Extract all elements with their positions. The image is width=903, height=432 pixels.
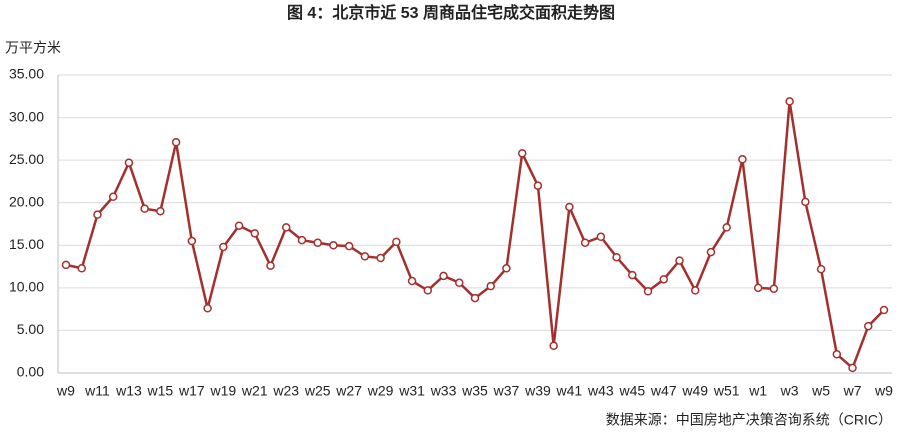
x-tick-label: w11	[84, 383, 110, 399]
marker	[753, 283, 763, 293]
marker	[596, 232, 606, 242]
marker	[77, 264, 86, 273]
x-tick-label: w17	[178, 383, 205, 399]
marker	[580, 238, 590, 247]
marker	[156, 206, 165, 216]
marker	[266, 261, 275, 270]
x-tick-label: w33	[430, 383, 457, 399]
marker	[659, 275, 669, 284]
marker	[61, 260, 71, 270]
y-tick-label: 0.00	[17, 364, 44, 380]
x-tick-label: w23	[272, 383, 299, 399]
y-tick-label: 25.00	[9, 151, 44, 167]
marker	[329, 241, 338, 250]
x-tick-label: w49	[681, 383, 708, 399]
marker	[187, 236, 197, 246]
line	[65, 100, 885, 370]
marker	[470, 293, 480, 303]
marker	[486, 281, 495, 291]
marker	[533, 181, 543, 190]
marker	[502, 264, 511, 273]
marker	[392, 237, 401, 247]
y-tick-label: 35.00	[9, 66, 44, 82]
marker	[879, 305, 889, 315]
x-tick-label: w45	[618, 383, 645, 399]
marker	[423, 286, 433, 295]
marker	[439, 271, 448, 281]
x-tick-label: w9	[56, 383, 75, 399]
marker	[722, 223, 731, 232]
y-tick-label: 30.00	[9, 108, 44, 124]
marker	[738, 155, 747, 164]
x-tick-label: w5	[811, 383, 830, 399]
marker	[140, 204, 149, 213]
x-tick-label: w9	[874, 383, 893, 399]
y-tick-label: 20.00	[9, 193, 44, 209]
marker	[108, 192, 118, 202]
source-note: 数据来源：中国房地产决策咨询系统（CRIC）	[606, 412, 892, 428]
x-tick-label: w29	[367, 383, 394, 399]
x-tick-label: w39	[524, 383, 551, 399]
x-tick-label: w31	[398, 383, 425, 399]
x-tick-label: w47	[650, 383, 677, 399]
marker	[864, 321, 873, 331]
marker	[93, 210, 102, 219]
x-tick-label: w1	[748, 383, 767, 399]
marker	[517, 149, 527, 158]
marker	[565, 202, 574, 212]
marker	[281, 223, 291, 232]
marker	[785, 97, 794, 106]
marker	[360, 252, 370, 261]
x-tick-label: w15	[147, 383, 174, 399]
marker	[612, 252, 621, 262]
x-tick-label: w25	[304, 383, 331, 399]
marker	[219, 242, 228, 252]
marker	[344, 241, 354, 251]
x-tick-label: w51	[713, 383, 740, 399]
x-tick-label: w21	[241, 383, 268, 399]
marker	[250, 229, 260, 238]
x-tick-label: w37	[493, 383, 520, 399]
y-tick-label: 5.00	[17, 321, 44, 337]
marker	[171, 138, 181, 147]
marker	[848, 363, 857, 373]
marker	[297, 235, 307, 245]
y-axis-label: 万平方米	[5, 40, 61, 56]
y-tick-label: 15.00	[9, 236, 44, 252]
x-tick-label: w35	[461, 383, 488, 399]
x-tick-label: w3	[780, 383, 799, 399]
marker	[675, 256, 684, 265]
marker	[832, 350, 842, 359]
marker	[816, 264, 826, 274]
marker	[549, 341, 558, 351]
x-tick-label: w13	[115, 383, 142, 399]
marker	[407, 276, 417, 286]
marker	[801, 197, 810, 207]
y-tick-label: 10.00	[9, 279, 44, 295]
marker	[203, 304, 212, 313]
marker	[376, 253, 385, 263]
x-tick-label: w43	[587, 383, 614, 399]
marker	[234, 221, 244, 230]
marker	[628, 270, 637, 280]
x-tick-label: w27	[335, 383, 362, 399]
marker	[643, 287, 653, 296]
marker	[455, 278, 464, 287]
marker	[706, 247, 716, 257]
x-tick-label: w41	[556, 383, 583, 399]
chart-title: 图 4：北京市近 53 周商品住宅成交面积走势图	[287, 3, 615, 22]
marker	[690, 286, 700, 295]
marker	[313, 238, 322, 247]
marker	[124, 158, 134, 167]
x-tick-label: w19	[209, 383, 236, 399]
marker	[769, 284, 779, 293]
x-tick-label: w7	[843, 383, 862, 399]
